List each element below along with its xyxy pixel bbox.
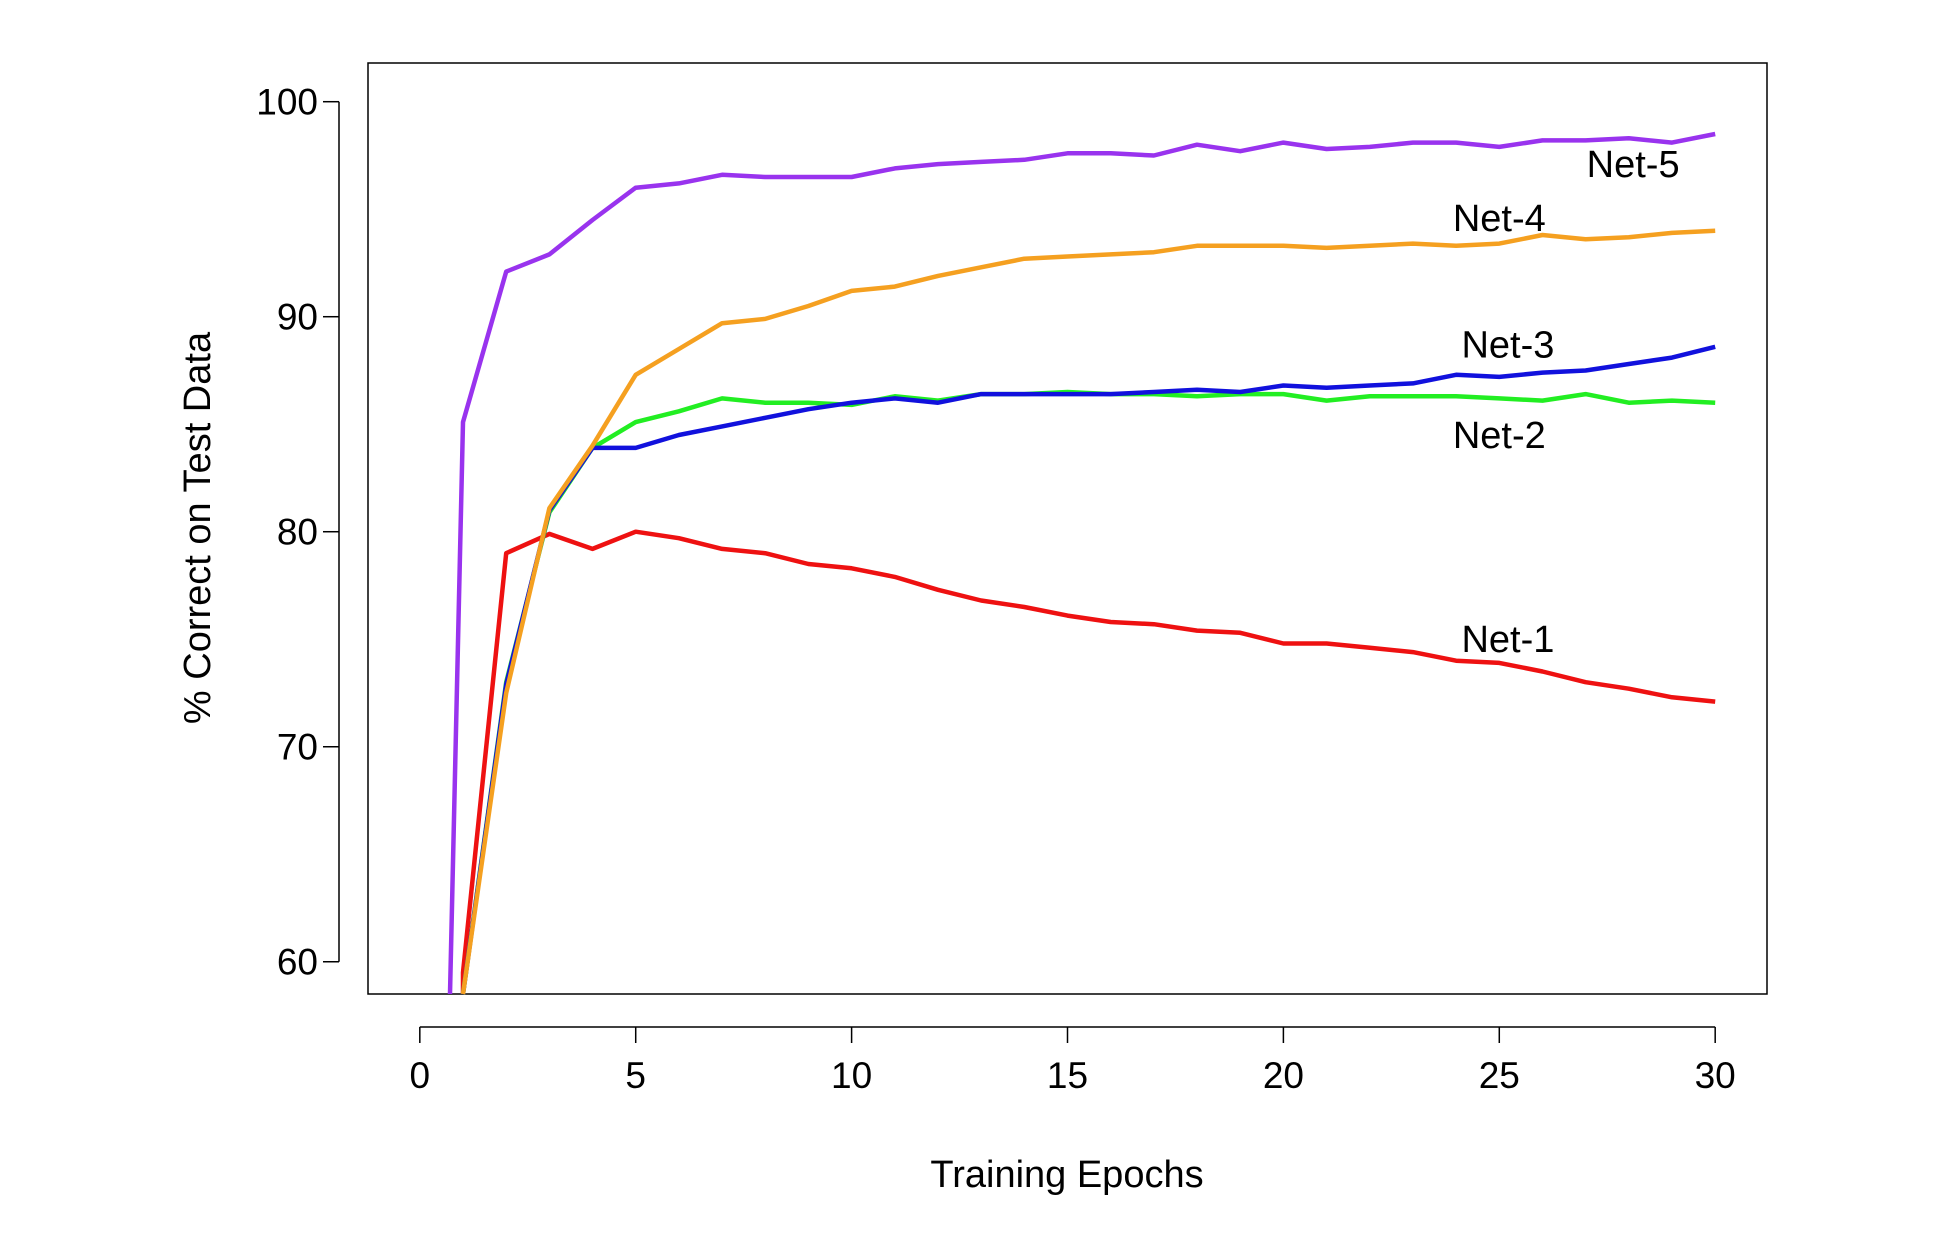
x-axis: 0 5 10 15 20 25 30 [410,1026,1736,1096]
series-label-net-2: Net-2 [1453,415,1546,457]
series-label-net-5: Net-5 [1587,144,1680,186]
x-tick-label: 10 [831,1055,872,1096]
plot-frame [367,62,1768,995]
x-tick-label: 20 [1263,1055,1304,1096]
y-tick-label: 80 [277,512,318,553]
series-line-net-4 [460,228,1716,995]
series-line-net-3 [460,344,1716,995]
series-line-net-1 [460,529,1716,994]
x-tick-label: 25 [1479,1055,1520,1096]
series-line-net-2 [460,389,1716,995]
x-tick-label: 0 [410,1055,431,1096]
y-tick-label: 100 [256,82,318,123]
x-tick-label: 30 [1695,1055,1736,1096]
y-axis-title: % Correct on Test Data [177,331,219,724]
series-label-net-4: Net-4 [1453,198,1546,240]
y-tick-label: 70 [277,727,318,768]
x-tick-label: 15 [1047,1055,1088,1096]
y-axis: 60 70 80 90 100 [256,82,340,983]
x-tick-label: 5 [625,1055,646,1096]
series-line-net-5 [447,131,1716,995]
series-lines [447,131,1716,995]
y-tick-label: 90 [277,297,318,338]
series-label-net-3: Net-3 [1461,325,1554,367]
y-tick-label: 60 [277,942,318,983]
series-labels: Net-5 Net-4 Net-3 Net-2 Net-1 [1453,144,1680,661]
series-label-net-1: Net-1 [1461,619,1554,661]
x-axis-title: Training Epochs [930,1154,1203,1196]
